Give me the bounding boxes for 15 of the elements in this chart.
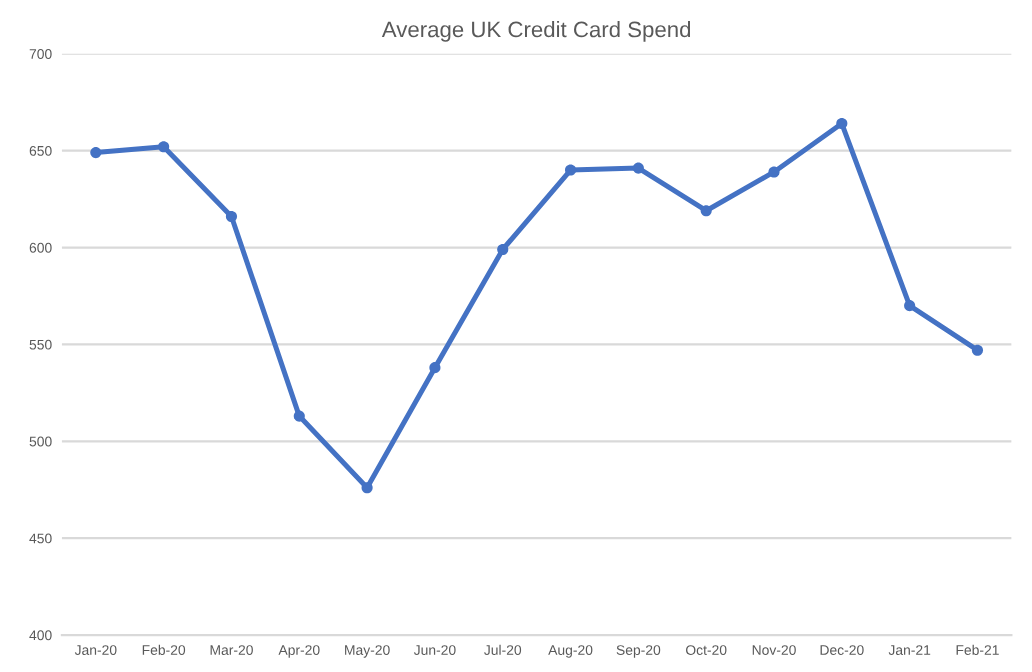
point <box>90 147 102 159</box>
point <box>158 141 170 153</box>
point <box>632 162 644 174</box>
point <box>904 300 916 312</box>
point <box>293 410 305 422</box>
chart-title: Average UK Credit Card Spend <box>381 20 691 42</box>
point <box>361 482 373 494</box>
point <box>225 210 238 223</box>
point <box>971 344 984 356</box>
point <box>564 164 577 176</box>
point <box>700 205 712 217</box>
point <box>836 117 848 130</box>
point <box>429 362 441 374</box>
point <box>768 166 780 178</box>
point <box>497 243 509 256</box>
